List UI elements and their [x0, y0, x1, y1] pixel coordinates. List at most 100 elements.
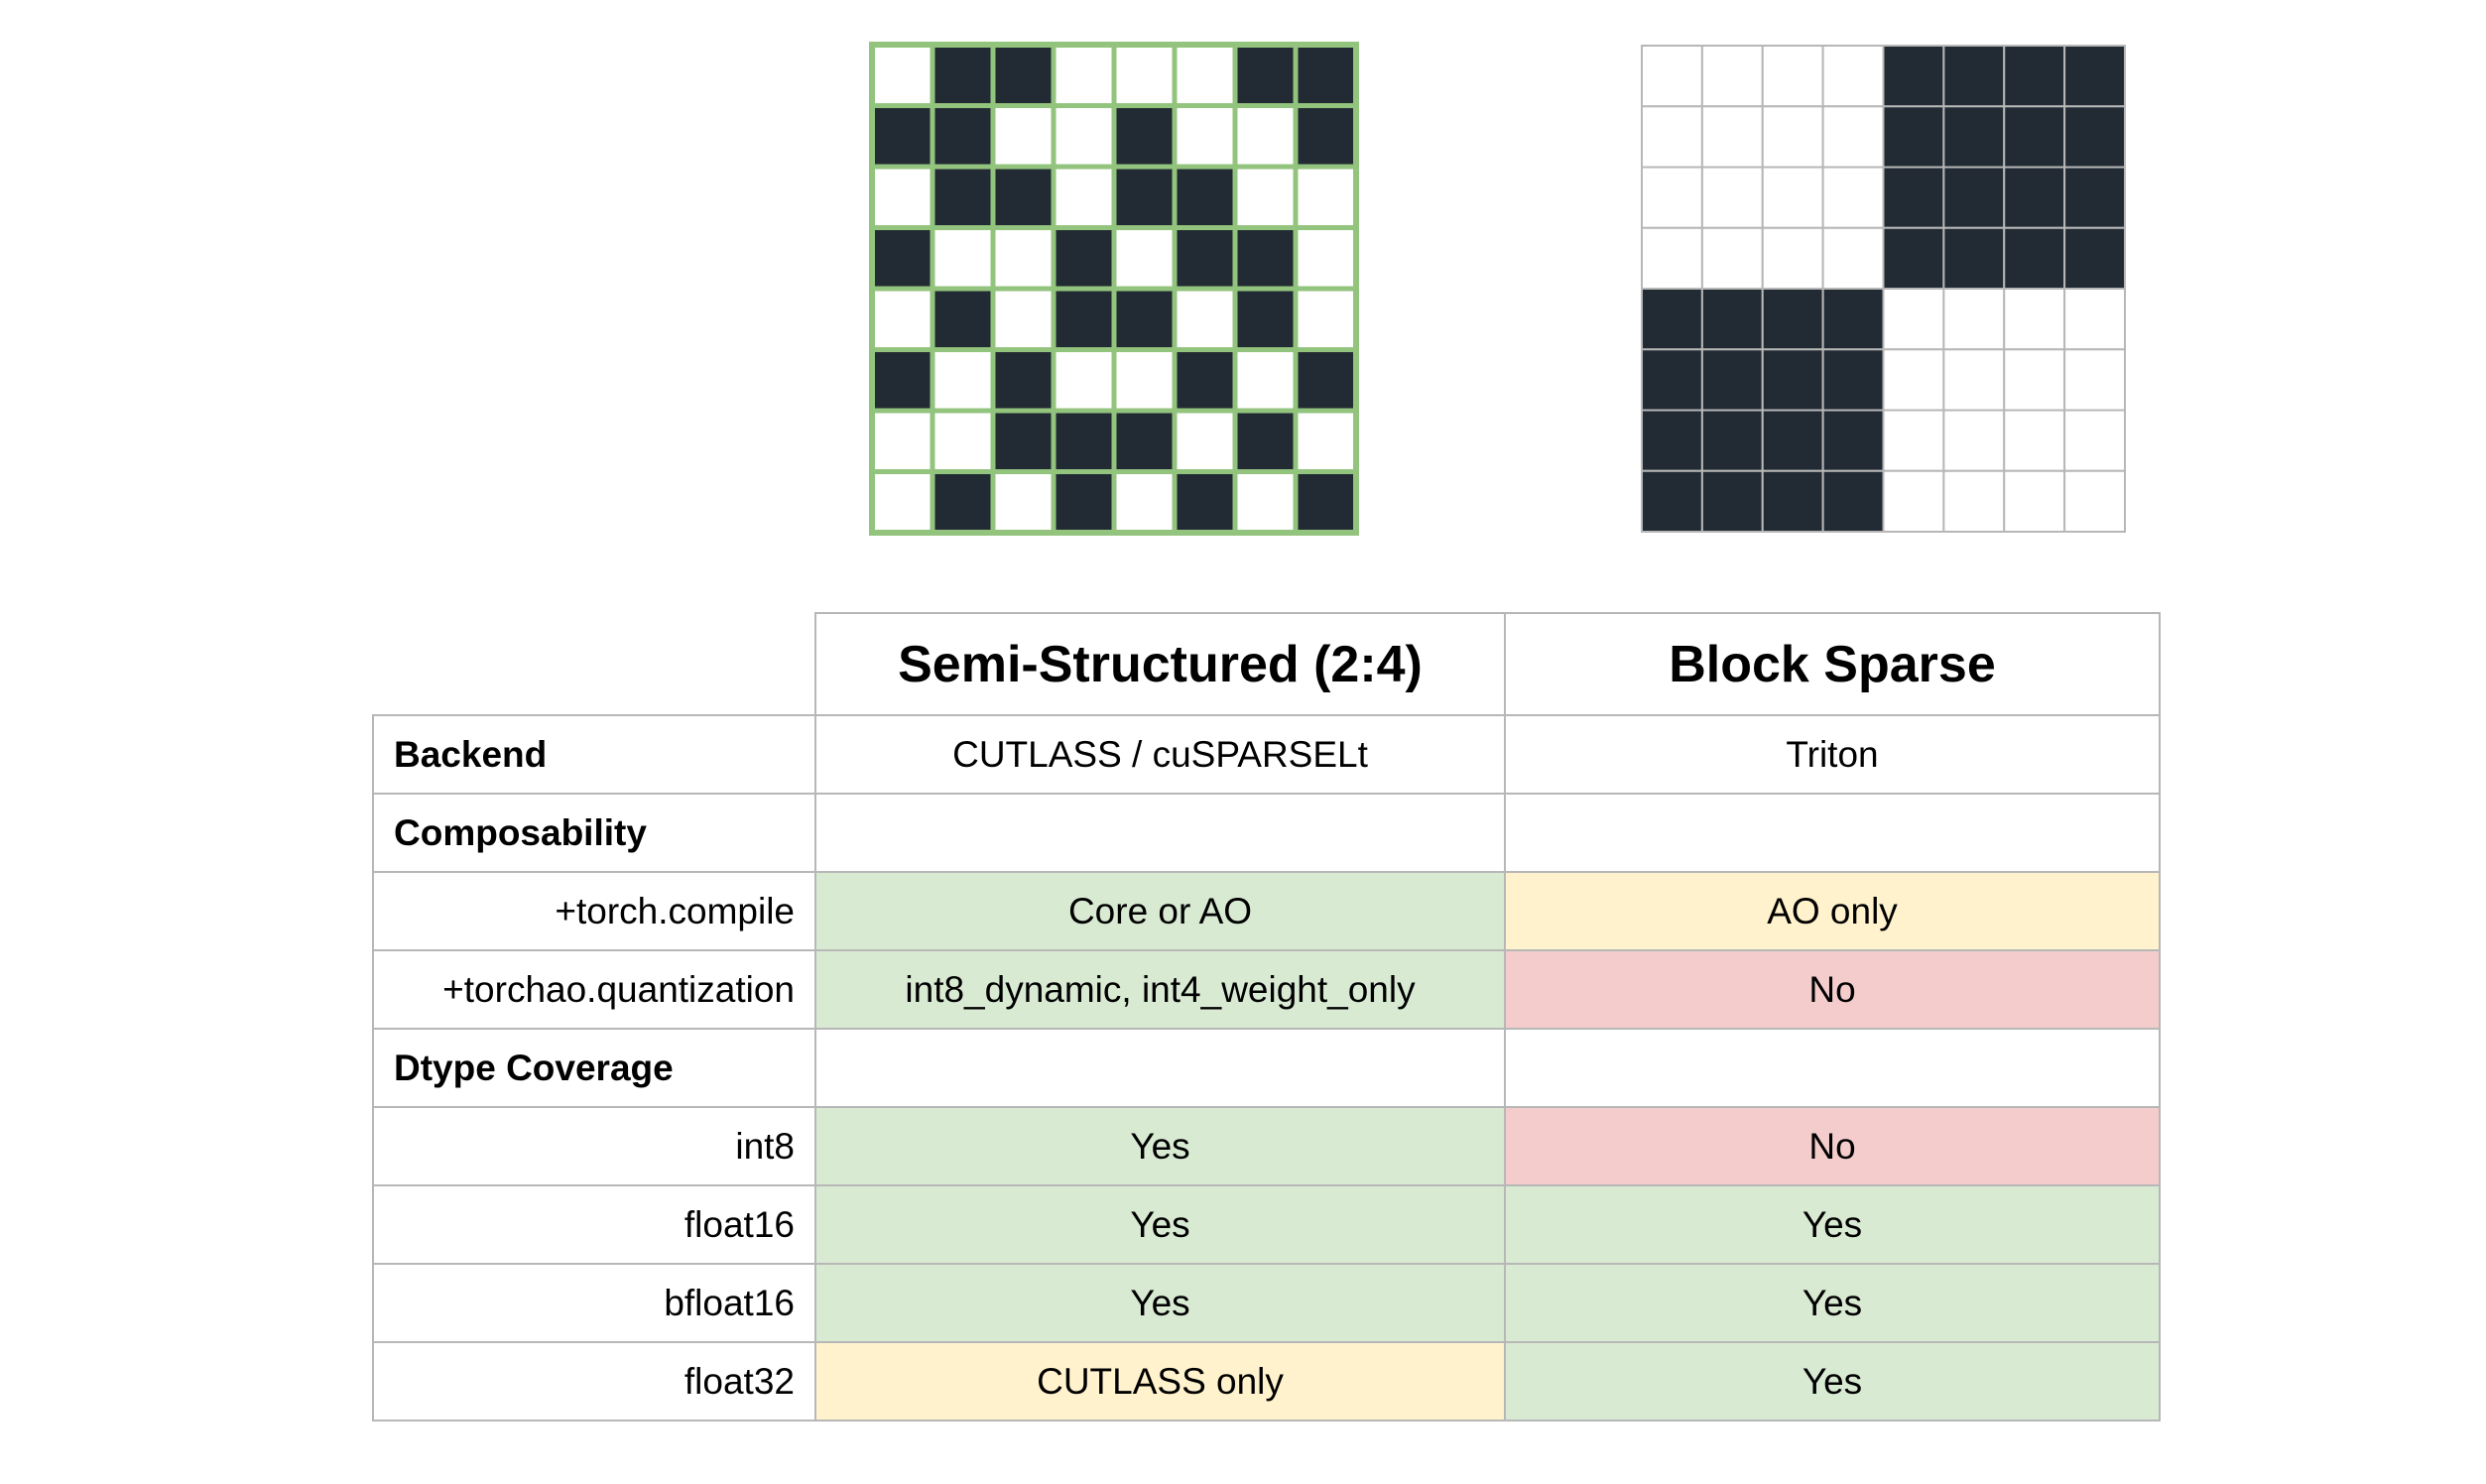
table-header-row: Semi-Structured (2:4) Block Sparse	[373, 612, 2161, 716]
semi-structured-nonzero-cell	[930, 164, 996, 230]
block-sparse-zero-cell	[1942, 288, 2006, 351]
table-row: Composability	[372, 793, 2161, 873]
semi-structured-nonzero-cell	[1293, 469, 1359, 536]
block-sparse-value-cell: Yes	[1504, 1184, 2161, 1265]
semi-structured-value-cell: Yes	[814, 1263, 1506, 1343]
block-sparse-zero-cell	[2063, 288, 2126, 351]
semi-structured-zero-cell	[990, 286, 1057, 352]
semi-structured-zero-cell	[930, 347, 996, 414]
block-sparse-zero-cell	[1942, 469, 2006, 533]
header-block-sparse: Block Sparse	[1504, 612, 2161, 716]
row-feature-label: +torch.compile	[372, 871, 816, 951]
block-sparse-zero-cell	[1700, 45, 1764, 108]
table-row: int8 Yes No	[372, 1106, 2161, 1186]
block-sparse-nonzero-cell	[1641, 409, 1703, 472]
semi-structured-nonzero-cell	[990, 164, 1057, 230]
block-sparse-zero-cell	[2003, 469, 2066, 533]
semi-structured-nonzero-cell	[1051, 408, 1117, 474]
semi-structured-zero-cell	[1293, 225, 1359, 292]
semi-structured-nonzero-cell	[869, 347, 935, 414]
table-row: +torch.compile Core or AO AO only	[372, 871, 2161, 951]
block-sparse-nonzero-cell	[1942, 226, 2006, 290]
semi-structured-nonzero-cell	[1051, 286, 1117, 352]
block-sparse-zero-cell	[1882, 469, 1945, 533]
block-sparse-zero-cell	[1641, 226, 1703, 290]
table-row: Backend CUTLASS / cuSPARSELt Triton	[372, 714, 2161, 795]
semi-structured-zero-cell	[869, 42, 935, 108]
semi-structured-nonzero-cell	[1293, 103, 1359, 170]
block-sparse-value-cell: Triton	[1504, 714, 2161, 795]
block-sparse-zero-cell	[1641, 105, 1703, 169]
block-sparse-nonzero-cell	[1761, 348, 1824, 412]
semi-structured-nonzero-cell	[1111, 408, 1178, 474]
semi-structured-zero-cell	[1111, 347, 1178, 414]
semi-structured-zero-cell	[990, 225, 1057, 292]
semi-structured-nonzero-cell	[1111, 286, 1178, 352]
semi-structured-nonzero-cell	[1172, 164, 1238, 230]
block-sparse-pattern-grid	[1641, 45, 2126, 533]
block-sparse-zero-cell	[2003, 409, 2066, 472]
block-sparse-nonzero-cell	[2063, 45, 2126, 108]
block-sparse-nonzero-cell	[1882, 226, 1945, 290]
block-sparse-zero-cell	[1641, 166, 1703, 229]
block-sparse-zero-cell	[1882, 409, 1945, 472]
semi-structured-value-cell: Core or AO	[814, 871, 1506, 951]
semi-structured-nonzero-cell	[930, 469, 996, 536]
block-sparse-nonzero-cell	[2063, 226, 2126, 290]
semi-structured-zero-cell	[1051, 164, 1117, 230]
block-sparse-zero-cell	[1821, 226, 1885, 290]
block-sparse-zero-cell	[1641, 45, 1703, 108]
block-sparse-nonzero-cell	[2063, 166, 2126, 229]
semi-structured-zero-cell	[1232, 469, 1299, 536]
semi-structured-nonzero-cell	[1111, 164, 1178, 230]
semi-structured-zero-cell	[1293, 286, 1359, 352]
block-sparse-grid-border	[1641, 45, 2126, 533]
semi-structured-value-cell	[814, 1028, 1506, 1108]
block-sparse-nonzero-cell	[1821, 348, 1885, 412]
semi-structured-zero-cell	[1172, 286, 1238, 352]
block-sparse-zero-cell	[2063, 409, 2126, 472]
semi-structured-value-cell: Yes	[814, 1106, 1506, 1186]
row-section-label: Composability	[372, 793, 816, 873]
sparsity-comparison-table: Semi-Structured (2:4) Block Sparse Backe…	[372, 612, 2161, 1422]
block-sparse-nonzero-cell	[2063, 105, 2126, 169]
semi-structured-zero-cell	[1172, 103, 1238, 170]
semi-structured-zero-cell	[1111, 42, 1178, 108]
semi-structured-zero-cell	[1051, 347, 1117, 414]
block-sparse-nonzero-cell	[2003, 166, 2066, 229]
block-sparse-zero-cell	[2003, 348, 2066, 412]
block-sparse-nonzero-cell	[1942, 105, 2006, 169]
semi-structured-zero-cell	[1293, 164, 1359, 230]
table-row: bfloat16 Yes Yes	[372, 1263, 2161, 1343]
semi-structured-nonzero-cell	[1111, 103, 1178, 170]
block-sparse-nonzero-cell	[2003, 226, 2066, 290]
block-sparse-nonzero-cell	[1882, 45, 1945, 108]
semi-structured-nonzero-cell	[1232, 225, 1299, 292]
block-sparse-value-cell: No	[1504, 1106, 2161, 1186]
block-sparse-nonzero-cell	[2003, 105, 2066, 169]
semi-structured-pattern-grid	[869, 42, 1359, 536]
semi-structured-nonzero-cell	[869, 225, 935, 292]
semi-structured-nonzero-cell	[1051, 469, 1117, 536]
block-sparse-nonzero-cell	[1942, 45, 2006, 108]
block-sparse-nonzero-cell	[1821, 409, 1885, 472]
block-sparse-nonzero-cell	[1761, 288, 1824, 351]
semi-structured-zero-cell	[930, 408, 996, 474]
semi-structured-nonzero-cell	[1172, 225, 1238, 292]
row-feature-label: float32	[372, 1341, 816, 1422]
row-feature-label: bfloat16	[372, 1263, 816, 1343]
semi-structured-value-cell: Yes	[814, 1184, 1506, 1265]
block-sparse-value-cell: AO only	[1504, 871, 2161, 951]
semi-structured-nonzero-cell	[930, 103, 996, 170]
semi-structured-pattern-svg	[869, 42, 1359, 536]
semi-structured-zero-cell	[869, 469, 935, 536]
block-sparse-zero-cell	[1700, 226, 1764, 290]
semi-structured-zero-cell	[1111, 469, 1178, 536]
semi-structured-zero-cell	[1232, 103, 1299, 170]
table-row: float16 Yes Yes	[372, 1184, 2161, 1265]
block-sparse-zero-cell	[1700, 166, 1764, 229]
semi-structured-zero-cell	[1051, 103, 1117, 170]
block-sparse-zero-cell	[1882, 288, 1945, 351]
block-sparse-nonzero-cell	[1700, 469, 1764, 533]
block-sparse-zero-cell	[1700, 105, 1764, 169]
